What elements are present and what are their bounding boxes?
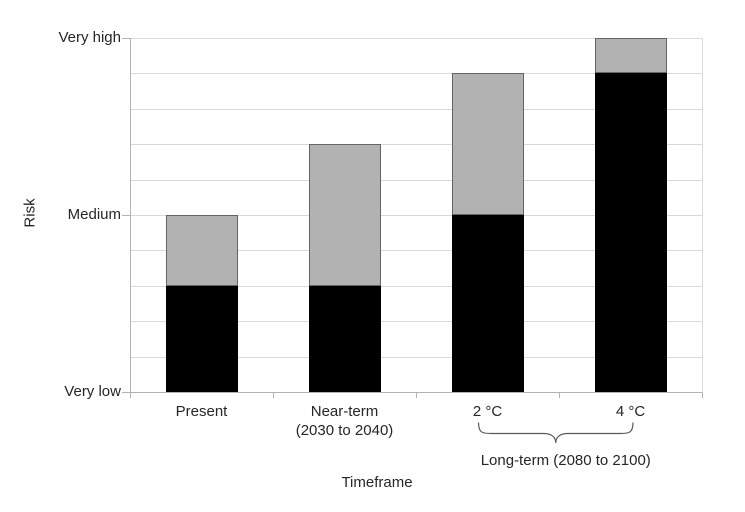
long-term-annotation: Long-term (2080 to 2100) [480, 452, 651, 469]
x-axis-line [122, 392, 703, 393]
bar-segment-black-segment [308, 285, 381, 392]
bar-segment-gray-segment [165, 215, 238, 286]
gridline [130, 179, 703, 181]
gridline [130, 215, 703, 216]
gridline [130, 285, 703, 287]
y-tick-label: Medium [67, 206, 121, 223]
x-tick [416, 392, 417, 398]
gridline [130, 38, 703, 39]
x-tick [702, 392, 703, 398]
gridline [130, 108, 703, 110]
category-label: Near-term (2030 to 2040) [295, 403, 394, 439]
y-axis-title: Risk [21, 198, 39, 228]
bar-segment-gray-segment [308, 144, 381, 286]
y-tick [122, 392, 130, 393]
x-tick [130, 392, 131, 398]
x-tick [559, 392, 560, 398]
gridline [130, 144, 703, 146]
y-tick [122, 215, 130, 216]
x-tick [273, 392, 274, 398]
category-label: 2 °C [472, 403, 503, 420]
brace-icon [477, 422, 634, 444]
gridline [130, 250, 703, 252]
x-axis-title: Timeframe [341, 474, 413, 491]
y-tick [122, 38, 130, 39]
bar-segment-gray-segment [451, 73, 524, 215]
y-axis-line [130, 38, 131, 393]
bar-segment-black-segment [451, 215, 524, 392]
category-label: 4 °C [615, 403, 646, 420]
category-label: Present [175, 403, 228, 420]
y-tick-label: Very high [58, 29, 121, 46]
plot-right-border [702, 38, 703, 392]
gridline [130, 321, 703, 323]
bar-segment-black-segment [594, 73, 667, 392]
gridline [130, 73, 703, 75]
gridline [130, 356, 703, 358]
y-tick-label: Very low [64, 383, 121, 400]
bar-segment-black-segment [165, 285, 238, 392]
bar-segment-gray-segment [594, 38, 667, 74]
